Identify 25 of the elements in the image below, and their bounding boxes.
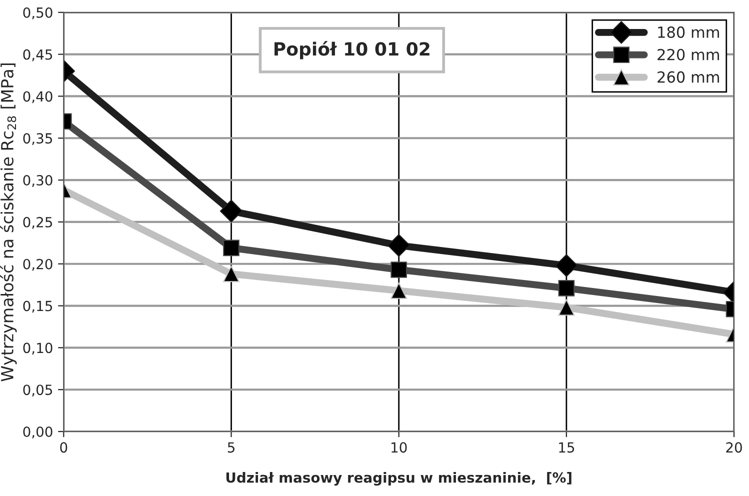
legend-label: 260 mm bbox=[658, 71, 719, 83]
legend-label: 220 mm bbox=[658, 48, 719, 60]
x-tick-label: 0 bbox=[60, 442, 68, 453]
y-tick-label: 0,35 bbox=[23, 133, 52, 146]
y-tick-label: 0,00 bbox=[23, 426, 52, 438]
y-axis-title: Wytrzymałość na ściskanie Rc$_{28}$ [MPa] bbox=[0, 64, 17, 382]
text: Popiół 10 01 02 bbox=[274, 41, 430, 60]
point bbox=[388, 234, 410, 257]
point bbox=[390, 282, 407, 299]
x-tick-label: 5 bbox=[228, 442, 234, 453]
x-tick-label: 10 bbox=[392, 442, 407, 453]
y-tick-label: 0,20 bbox=[23, 258, 52, 271]
y-tick-label: 0,30 bbox=[23, 175, 52, 187]
point bbox=[390, 262, 407, 278]
y-tick-label: 0,40 bbox=[23, 91, 52, 104]
legend-label: 180 mm bbox=[658, 26, 719, 38]
y-tick-label: 0,10 bbox=[23, 342, 52, 355]
y-tick-label: 0,50 bbox=[23, 7, 52, 20]
y-tick-label: 0,15 bbox=[23, 300, 52, 313]
x-tick-label: 15 bbox=[559, 442, 574, 453]
y-tick-label: 0,25 bbox=[23, 216, 52, 229]
y-tick-label: 0,45 bbox=[23, 49, 52, 62]
x-axis-title: Udział masowy reagipsu w mieszaninie, [%] bbox=[226, 472, 572, 486]
x-tick-label: 20 bbox=[726, 442, 742, 453]
y-tick-label: 0,05 bbox=[23, 384, 52, 396]
